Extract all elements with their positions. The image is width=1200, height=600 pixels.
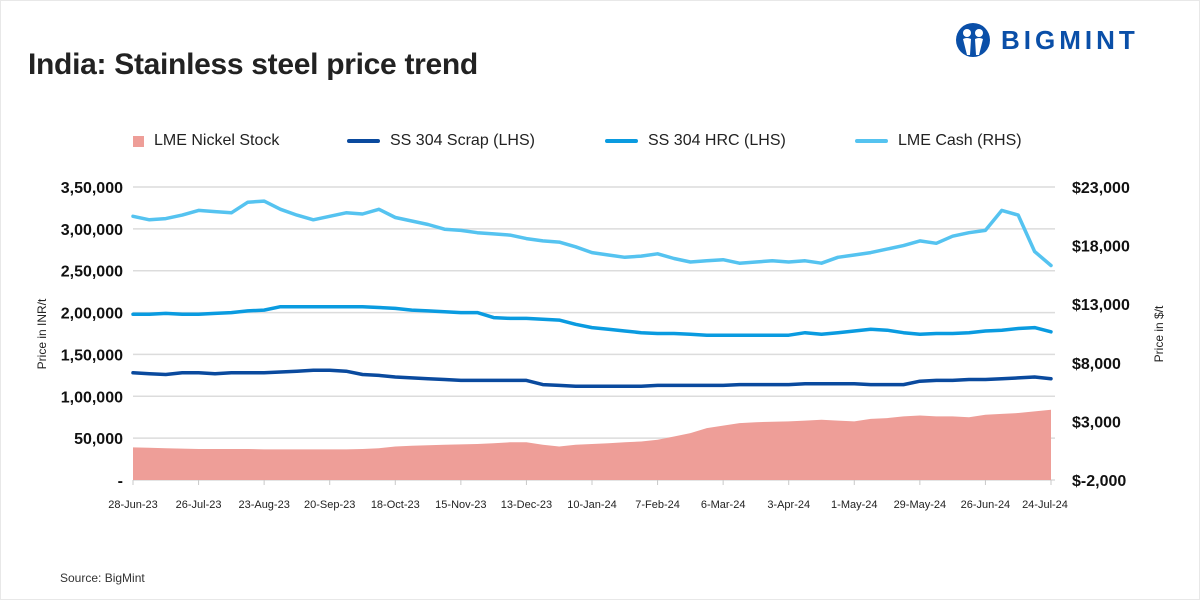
ss304-scrap-line <box>131 368 1053 388</box>
legend-item-nickel-stock: LME Nickel Stock <box>133 132 279 150</box>
y-tick-label: - <box>118 473 123 490</box>
y2-tick-label: $23,000 <box>1072 180 1130 197</box>
y2-tick-label: $18,000 <box>1072 239 1130 256</box>
y2-tick-label: $8,000 <box>1072 356 1121 373</box>
source-note: Source: BigMint <box>60 571 145 585</box>
y-axis-left-ticks: - 50,000 1,00,000 1,50,000 2,00,000 2,50,000 3… <box>61 180 123 490</box>
x-tick-label: 6-Mar-24 <box>701 499 746 511</box>
y2-tick-label: $-2,000 <box>1072 473 1126 490</box>
y-tick-label: 3,50,000 <box>61 180 123 197</box>
legend-swatch <box>605 139 638 143</box>
legend-label: SS 304 HRC (LHS) <box>648 132 786 149</box>
y-axis-right-label: Price in $/t <box>1152 305 1166 362</box>
y-tick-label: 2,50,000 <box>61 264 123 281</box>
legend-swatch <box>347 139 380 143</box>
y2-tick-label: $3,000 <box>1072 414 1121 431</box>
y-axis-left-label: Price in INR/t <box>35 298 49 369</box>
legend-label: LME Cash (RHS) <box>898 132 1022 149</box>
x-tick-label: 23-Aug-23 <box>238 499 289 511</box>
x-tick-label: 13-Dec-23 <box>501 499 552 511</box>
x-tick-label: 3-Apr-24 <box>767 499 810 511</box>
x-tick-label: 26-Jun-24 <box>961 499 1011 511</box>
y2-tick-label: $13,000 <box>1072 297 1130 314</box>
x-tick-label: 1-May-24 <box>831 499 877 511</box>
y-tick-label: 1,50,000 <box>61 347 123 364</box>
brand-logo: BIGMINT <box>955 20 1139 60</box>
legend-label: SS 304 Scrap (LHS) <box>390 132 535 149</box>
x-tick-label: 29-May-24 <box>894 499 947 511</box>
y-tick-label: 3,00,000 <box>61 222 123 239</box>
ss304-hrc-line <box>131 304 1053 337</box>
legend-swatch <box>133 135 144 147</box>
x-tick-label: 24-Jul-24 <box>1022 499 1068 511</box>
legend-item-ss304-scrap: SS 304 Scrap (LHS) <box>347 132 535 150</box>
x-tick-label: 20-Sep-23 <box>304 499 355 511</box>
nickel-stock-area-group <box>133 409 1051 480</box>
legend-swatch <box>855 139 888 143</box>
nickel-stock-area <box>133 409 1051 480</box>
y-tick-label: 2,00,000 <box>61 306 123 323</box>
x-axis-ticks: 28-Jun-23 26-Jul-23 23-Aug-23 20-Sep-23 18-O… <box>108 480 1068 511</box>
x-tick-label: 18-Oct-23 <box>371 499 420 511</box>
series-lines <box>131 199 1053 388</box>
x-tick-label: 15-Nov-23 <box>435 499 486 511</box>
bigmint-logo-icon <box>956 23 990 57</box>
chart-title: India: Stainless steel price trend <box>28 48 478 81</box>
y-axis-right-ticks: $-2,000 $3,000 $8,000 $13,000 $18,000 $23,000 <box>1072 180 1130 490</box>
x-tick-label: 7-Feb-24 <box>635 499 680 511</box>
y-tick-label: 1,00,000 <box>61 389 123 406</box>
chart-legend: LME Nickel Stock SS 304 Scrap (LHS) SS 3… <box>0 132 1200 156</box>
x-tick-label: 10-Jan-24 <box>567 499 617 511</box>
legend-item-lme-cash: LME Cash (RHS) <box>855 132 1022 150</box>
legend-item-ss304-hrc: SS 304 HRC (LHS) <box>605 132 786 150</box>
y-tick-label: 50,000 <box>74 431 123 448</box>
brand-name: BIGMINT <box>1001 24 1139 55</box>
lme-cash-line <box>131 199 1053 268</box>
legend-label: LME Nickel Stock <box>154 132 280 149</box>
x-tick-label: 28-Jun-23 <box>108 499 158 511</box>
x-tick-label: 26-Jul-23 <box>176 499 222 511</box>
